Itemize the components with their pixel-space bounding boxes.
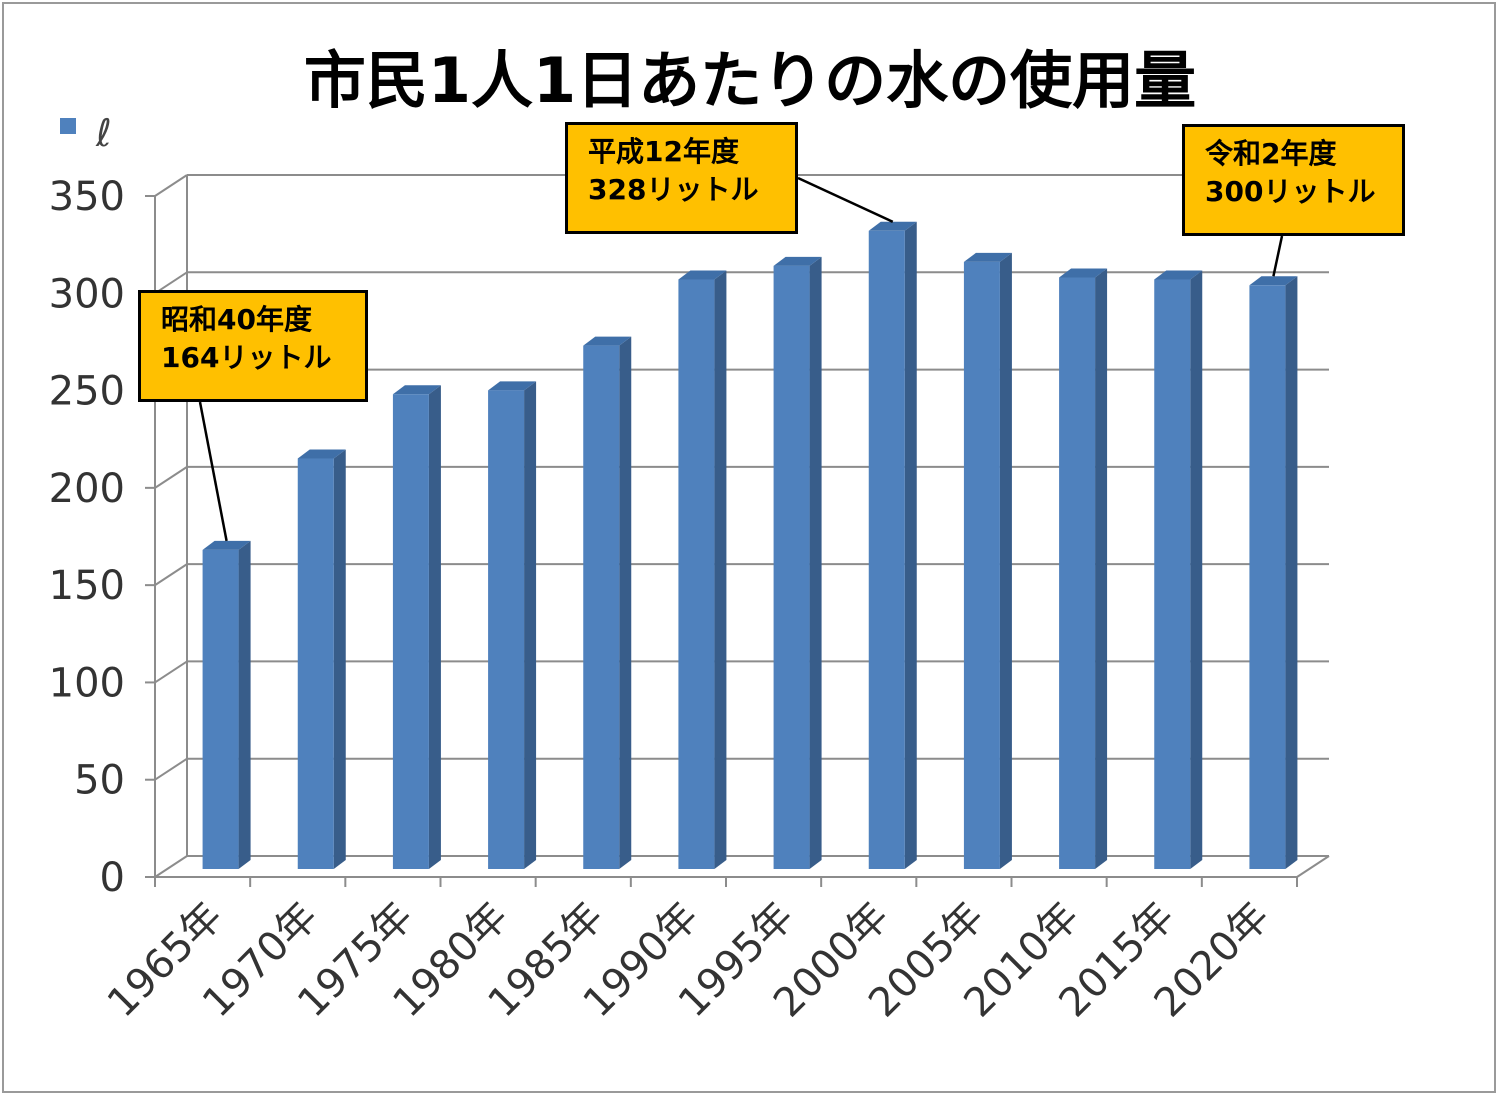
bar	[392, 394, 429, 869]
bar	[1059, 277, 1096, 869]
bar-side	[333, 449, 346, 869]
y-tick-label: 150	[49, 563, 125, 609]
y-tick-label: 350	[49, 174, 125, 220]
legend-swatch	[60, 118, 76, 134]
bar-side	[999, 252, 1012, 870]
callout-line2: 328リットル	[588, 173, 759, 206]
grid-edge	[154, 174, 188, 197]
callout-line2: 164リットル	[161, 341, 332, 374]
bar	[488, 390, 525, 869]
gridlines	[154, 174, 1330, 878]
bar-side	[1095, 268, 1108, 869]
y-tick-label: 250	[49, 369, 125, 415]
grid-edge	[154, 466, 188, 489]
callout-line1: 令和2年度	[1205, 137, 1337, 170]
bar	[773, 265, 810, 869]
y-tick-label: 0	[100, 855, 125, 901]
bar	[868, 230, 905, 869]
bar-side	[904, 221, 917, 869]
callout-leader-line	[797, 176, 894, 223]
bar-side	[714, 270, 727, 869]
grid-edge	[154, 855, 188, 878]
floor-edge	[1296, 855, 1330, 878]
bar-top	[202, 540, 251, 550]
bar	[678, 279, 715, 869]
bar-top	[1154, 270, 1203, 280]
bar-side	[1190, 270, 1203, 869]
y-tick-label: 200	[49, 466, 125, 512]
bar	[1249, 285, 1286, 869]
bar-top	[963, 252, 1012, 262]
y-tick-label: 300	[49, 271, 125, 317]
bars	[202, 221, 1298, 870]
callout-heisei-12: 平成12年度 328リットル	[565, 122, 798, 234]
legend-label: ℓ	[95, 111, 112, 155]
callout-reiwa-2: 令和2年度 300リットル	[1182, 124, 1405, 236]
callout-leader-line	[198, 401, 228, 542]
bar	[1154, 279, 1191, 869]
bar	[202, 549, 239, 869]
bar-top	[583, 336, 632, 346]
bar-side	[619, 336, 632, 869]
callout-line1: 昭和40年度	[161, 303, 312, 336]
bar-side	[1285, 276, 1298, 869]
bar-top	[678, 270, 727, 280]
callout-leader-line	[1272, 235, 1284, 277]
bar-side	[809, 256, 822, 869]
bar-top	[1059, 268, 1108, 278]
y-tick-label: 50	[74, 758, 125, 804]
y-tick-label: 100	[49, 660, 125, 706]
bar-top	[1249, 276, 1298, 286]
chart-title: 市民1人1日あたりの水の使用量	[304, 44, 1196, 117]
bar-top	[392, 385, 441, 395]
bar	[963, 261, 1000, 869]
grid-edge	[154, 757, 188, 781]
bar-top	[868, 221, 917, 231]
bar-top	[773, 256, 822, 266]
grid-edge	[154, 563, 188, 586]
bar-top	[297, 449, 346, 459]
bar-side	[524, 381, 537, 869]
bar	[583, 345, 620, 869]
grid-edge	[154, 660, 188, 684]
callout-line1: 平成12年度	[588, 135, 739, 168]
bar-side	[428, 385, 441, 869]
bar-side	[238, 540, 251, 869]
bar-top	[488, 381, 537, 391]
grid-edge	[154, 271, 188, 295]
bar	[297, 458, 334, 869]
callout-leaders	[198, 176, 1284, 542]
callout-showa-40: 昭和40年度 164リットル	[138, 290, 368, 402]
callout-line2: 300リットル	[1205, 175, 1376, 208]
